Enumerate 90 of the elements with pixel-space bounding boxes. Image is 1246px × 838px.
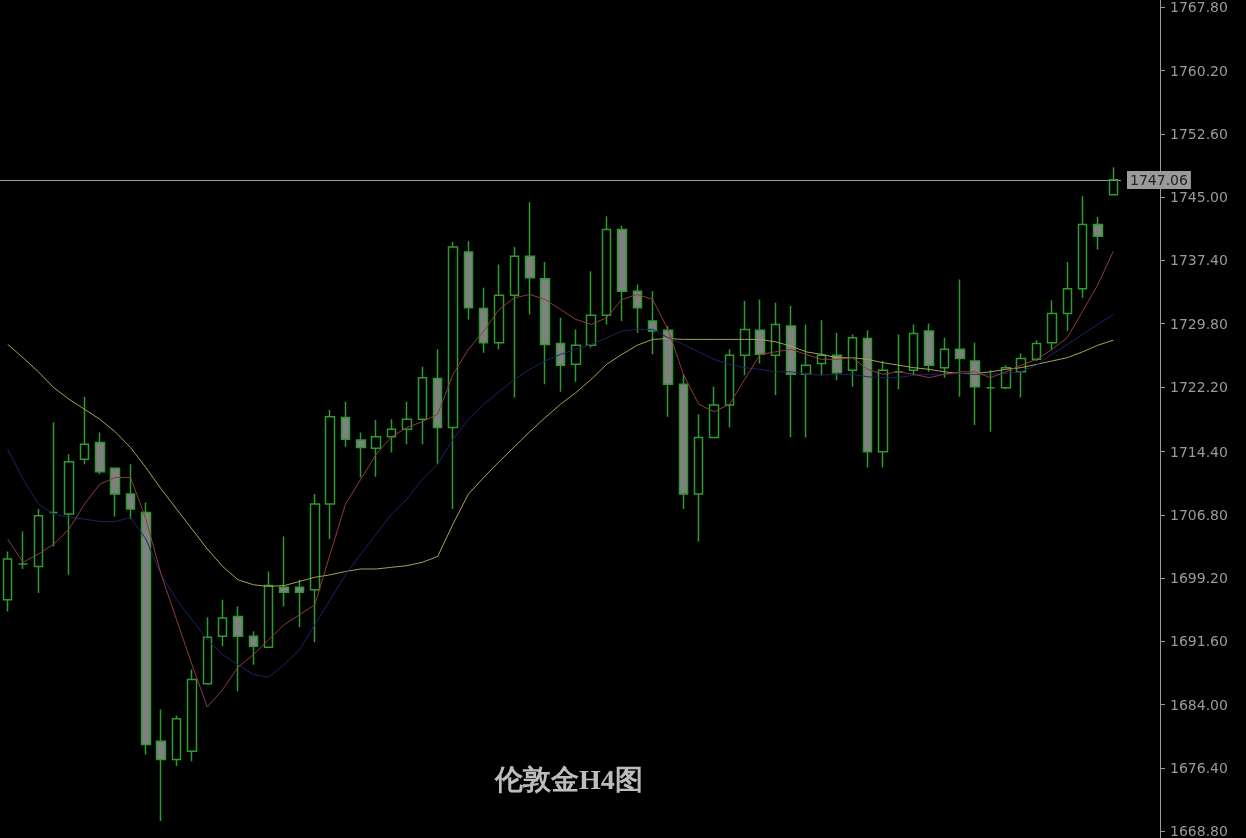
candlestick [693, 413, 704, 543]
candlestick [1031, 339, 1042, 362]
candlestick [509, 246, 520, 399]
candlestick [447, 241, 459, 510]
candlestick [63, 453, 75, 576]
candlestick [632, 283, 643, 334]
ref-line-label: 1747.06 [1130, 172, 1188, 189]
line-series [7, 250, 1114, 708]
candlestick [155, 708, 167, 822]
candlestick [33, 508, 44, 594]
candlestick [847, 333, 858, 388]
candlestick [524, 201, 536, 316]
y-tick-label: 1760.20 [1170, 62, 1228, 79]
candlestick [263, 570, 274, 648]
candlestick [324, 409, 336, 540]
candlestick [1062, 261, 1073, 332]
candlestick [79, 396, 90, 465]
text: 伦敦金H4图 [494, 763, 643, 795]
y-tick-label: 1684.00 [1170, 696, 1228, 713]
candlestick [985, 369, 996, 433]
candlestick [662, 325, 674, 418]
candlestick [94, 431, 106, 475]
candlestick [1015, 352, 1027, 399]
candlestick [923, 322, 935, 373]
candlestick [969, 341, 981, 426]
candlestick [877, 360, 889, 469]
candlestick [2, 550, 13, 613]
candlestick [401, 401, 413, 445]
candlestick [17, 530, 29, 570]
candlestick [816, 319, 827, 376]
candlestick [278, 535, 290, 608]
y-tick-label: 1729.80 [1170, 315, 1228, 332]
candlestick [386, 418, 397, 454]
y-tick-label: 1752.60 [1170, 125, 1228, 142]
y-tick-label: 1676.40 [1170, 759, 1228, 776]
candlestick [125, 463, 136, 520]
candlestick [171, 714, 182, 767]
candlestick [309, 493, 321, 643]
candlestick [585, 270, 597, 349]
y-tick-label: 1737.40 [1170, 252, 1228, 269]
candlestick [601, 215, 612, 326]
candlestick [340, 401, 351, 448]
y-tick-label: 1699.20 [1170, 570, 1228, 587]
y-tick-label: 1722.20 [1170, 378, 1228, 395]
candlestick [232, 605, 244, 692]
candlestick [202, 616, 213, 686]
candlestick [893, 333, 904, 391]
candlestick [217, 599, 228, 648]
candlestick [754, 298, 766, 365]
candlestick [248, 630, 259, 666]
candlestick [463, 240, 474, 321]
candlestick [954, 278, 966, 398]
candlestick [939, 336, 950, 379]
candlestick [186, 668, 198, 762]
candlestick [417, 366, 428, 445]
candlestick [785, 305, 797, 439]
candlestick [647, 290, 658, 356]
candlestick [1108, 166, 1119, 196]
candlestick [1092, 216, 1104, 251]
candlestick [478, 287, 489, 354]
y-tick-label: 1767.80 [1170, 0, 1228, 16]
candlestick [800, 323, 812, 439]
y-tick-label: 1745.00 [1170, 189, 1228, 206]
candlestick [739, 300, 751, 376]
candlestick [770, 302, 781, 396]
candlestick [109, 466, 121, 518]
candlestick [555, 317, 566, 393]
candlestick [1077, 195, 1088, 299]
line-series [7, 338, 1114, 587]
candlestick [370, 419, 382, 478]
candlestick [708, 386, 720, 439]
candlestick [908, 323, 919, 376]
y-tick-label: 1668.80 [1170, 823, 1228, 838]
candlestick [355, 431, 367, 479]
candlestick [862, 329, 873, 469]
candlestick [140, 501, 152, 756]
candlestick [724, 348, 735, 429]
y-tick-label: 1691.60 [1170, 633, 1228, 650]
candlestick [493, 263, 505, 351]
candlestick [1046, 299, 1058, 351]
line-series [7, 313, 1114, 678]
candlestick [294, 579, 305, 628]
candlestick [539, 261, 551, 386]
y-tick-label: 1714.40 [1170, 443, 1228, 460]
candlestick [616, 224, 628, 322]
candlestick [678, 373, 689, 510]
y-tick-label: 1706.80 [1170, 506, 1228, 523]
candlestick [570, 328, 582, 383]
candlestick [1000, 364, 1012, 391]
candlestick [432, 348, 443, 465]
